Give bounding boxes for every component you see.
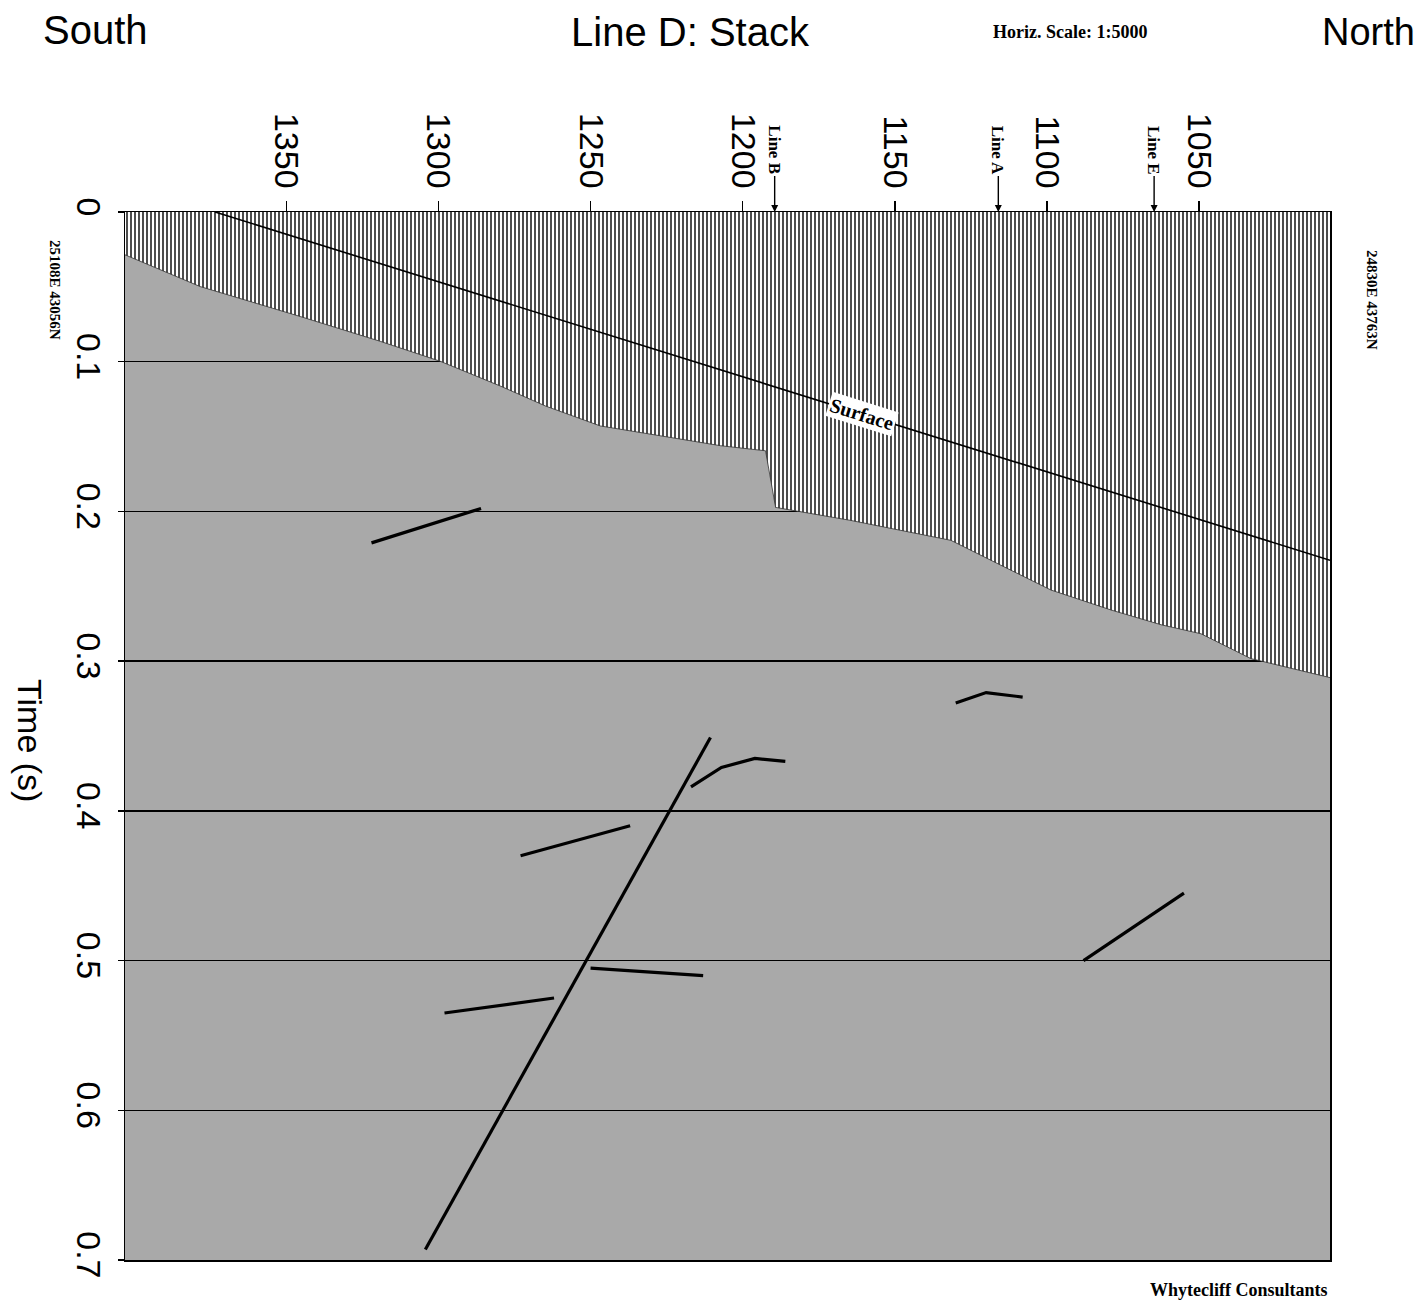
svg-text:North: North — [1322, 11, 1415, 53]
svg-text:1100: 1100 — [1029, 115, 1067, 188]
svg-text:0.2: 0.2 — [70, 483, 108, 530]
svg-text:Whytecliff Consultants: Whytecliff Consultants — [1150, 1280, 1328, 1300]
svg-text:25108E 43056N: 25108E 43056N — [47, 240, 63, 340]
svg-text:1300: 1300 — [420, 113, 458, 189]
svg-text:24830E 43763N: 24830E 43763N — [1364, 250, 1380, 350]
svg-text:Line E: Line E — [1144, 126, 1163, 175]
svg-text:Line B: Line B — [765, 125, 784, 174]
svg-text:Surface: Surface — [827, 394, 896, 435]
svg-text:South: South — [43, 8, 148, 52]
svg-text:Time (s): Time (s) — [11, 679, 49, 802]
svg-text:0.4: 0.4 — [70, 782, 108, 829]
svg-text:1200: 1200 — [725, 113, 763, 189]
svg-text:0.5: 0.5 — [70, 932, 108, 979]
svg-text:Line A: Line A — [988, 126, 1007, 175]
svg-text:1250: 1250 — [573, 113, 611, 189]
svg-text:Horiz. Scale: 1:5000: Horiz. Scale: 1:5000 — [993, 22, 1147, 42]
svg-text:0.6: 0.6 — [70, 1082, 108, 1129]
svg-text:1050: 1050 — [1181, 113, 1219, 189]
svg-text:Line D: Stack: Line D: Stack — [571, 10, 810, 54]
svg-text:0: 0 — [70, 197, 108, 216]
svg-text:0.7: 0.7 — [70, 1231, 108, 1278]
svg-text:0.3: 0.3 — [70, 632, 108, 679]
svg-text:0.1: 0.1 — [70, 333, 108, 380]
svg-text:1150: 1150 — [877, 115, 915, 188]
svg-text:1350: 1350 — [268, 113, 306, 189]
